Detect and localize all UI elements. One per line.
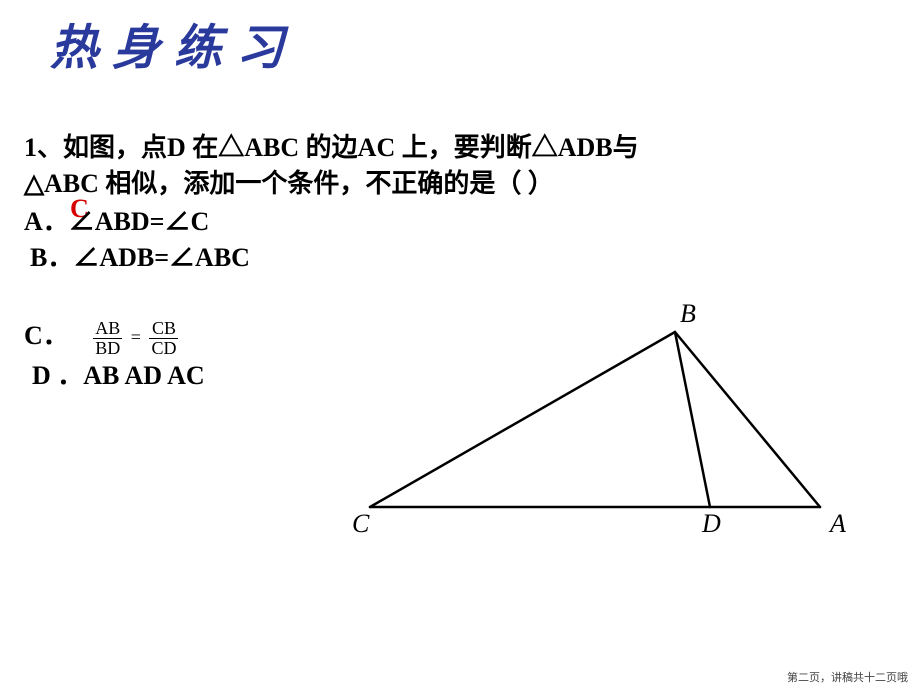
frac1-num: AB [93,319,122,339]
triangle-lines [370,332,820,507]
frac2: CB CD [149,319,178,358]
stem-line2: △ABC 相似，添加一个条件，不正确的是（ ） [24,169,554,198]
option-c: C． AB BD = CB CD [24,318,178,357]
option-a: A．∠ABD=∠C [24,204,209,240]
svg-text:A: A [828,509,846,538]
svg-text:B: B [680,299,696,328]
option-c-fraction: AB BD = CB CD [93,319,178,358]
question-stem: 1、如图，点D 在△ABC 的边AC 上，要判断△ADB与 △ABC 相似，添加… [24,130,804,203]
frac1-den: BD [93,339,122,358]
option-c-prefix: C． [24,321,69,350]
frac1: AB BD [93,319,122,358]
option-b: B．∠ADB=∠ABC [30,240,250,276]
svg-text:C: C [352,509,370,538]
page-footer: 第二页，讲稿共十二页哦 [787,669,908,685]
svg-text:D: D [701,509,721,538]
option-d: D ．AB AD AC [32,358,205,394]
equals-sign: = [127,325,145,350]
frac2-num: CB [149,319,178,339]
slide-title: 热身练习 [50,8,298,78]
frac2-den: CD [149,339,178,358]
title-text: 热身练习 [50,22,298,75]
triangle-labels: A B C D [352,299,846,538]
triangle-diagram: A B C D [330,272,890,552]
stem-line1: 1、如图，点D 在△ABC 的边AC 上，要判断△ADB与 [24,133,639,162]
